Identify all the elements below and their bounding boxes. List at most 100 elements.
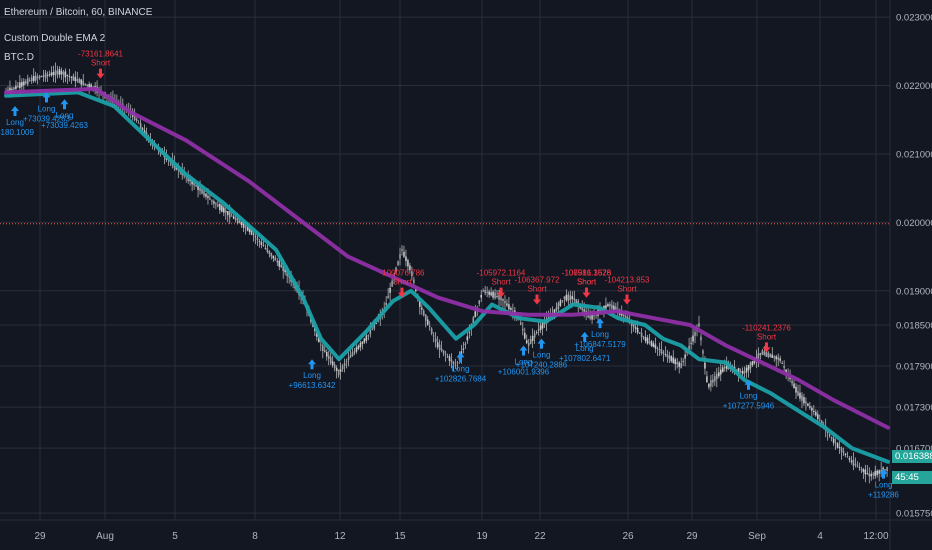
- short-arrow-icon: [96, 68, 105, 79]
- candle-body: [422, 310, 425, 316]
- candle-body: [143, 130, 146, 134]
- candle-body: [834, 443, 837, 444]
- candle-body: [765, 351, 768, 357]
- candle-body: [583, 309, 585, 312]
- y-tick-label: 0.016700: [896, 444, 932, 455]
- candle-body: [345, 361, 348, 362]
- candle-body: [636, 328, 639, 333]
- candle-body: [876, 470, 878, 475]
- candle-body: [840, 448, 843, 452]
- y-tick-label: 0.017300: [896, 403, 932, 414]
- candle-body: [28, 80, 31, 81]
- candle-body: [238, 220, 241, 224]
- candle-body: [353, 351, 356, 353]
- x-tick-label: 22: [534, 531, 546, 542]
- long-signal-label: Long: [533, 351, 551, 360]
- candle-body: [706, 376, 708, 383]
- candle-body: [318, 337, 320, 343]
- candle-body: [322, 345, 324, 352]
- candle-body: [274, 257, 277, 261]
- candle-body: [492, 291, 494, 298]
- candle-body: [224, 210, 227, 213]
- candle-body: [468, 332, 471, 334]
- candle-body: [209, 198, 211, 200]
- bar-countdown-badge: 45:45: [892, 471, 932, 484]
- candle-body: [234, 218, 237, 220]
- candle-body: [337, 369, 340, 376]
- candle-body: [282, 265, 284, 272]
- y-tick-label: 0.021000: [896, 149, 932, 160]
- long-signal-value: +107240.2886: [516, 361, 568, 370]
- long-arrow-icon: [11, 106, 19, 117]
- candle-body: [488, 291, 490, 295]
- candle-body: [454, 365, 457, 367]
- candle-body: [387, 295, 389, 299]
- candle-body: [523, 332, 526, 339]
- candle-body: [700, 336, 702, 341]
- long-signal-label: Long: [576, 344, 594, 353]
- candle-body: [240, 222, 243, 226]
- candle-body: [777, 357, 779, 360]
- candle-body: [506, 303, 508, 306]
- candle-body: [520, 322, 522, 325]
- candle-body: [712, 379, 714, 383]
- candle-body: [284, 268, 286, 273]
- candle-body: [278, 260, 281, 267]
- candle-body: [13, 87, 15, 90]
- candle-body: [581, 306, 583, 310]
- candle-body: [276, 261, 279, 263]
- short-signal-value: -104213.853: [605, 275, 650, 284]
- short-signal-label: Short: [757, 332, 777, 341]
- candle-body: [854, 463, 857, 465]
- short-arrow-icon: [623, 294, 631, 305]
- candle-body: [791, 380, 793, 384]
- candle-body: [862, 469, 865, 472]
- candle-body: [351, 352, 354, 356]
- long-arrow-icon: [879, 468, 888, 479]
- indicator-legend[interactable]: Custom Double EMA 2: [4, 33, 106, 44]
- candle-body: [191, 179, 193, 185]
- candle-body: [440, 348, 443, 351]
- y-tick-label: 0.022000: [896, 81, 932, 92]
- candle-body: [498, 293, 500, 300]
- candle-body: [856, 465, 859, 467]
- candle-body: [258, 240, 261, 242]
- candle-body: [446, 355, 449, 357]
- candle-body: [680, 362, 682, 369]
- candle-body: [620, 312, 623, 316]
- candle-body: [395, 267, 397, 273]
- compare-legend[interactable]: BTC.D: [4, 52, 34, 63]
- candle-body: [270, 253, 273, 257]
- candle-body: [494, 292, 496, 299]
- candle-body: [193, 182, 195, 186]
- short-signal-label: Short: [91, 59, 111, 68]
- candle-body: [771, 354, 774, 358]
- candle-body: [325, 352, 328, 357]
- candle-body: [472, 317, 475, 324]
- candle-body: [844, 453, 847, 455]
- short-signal-value: -107516.3578: [562, 269, 612, 278]
- x-tick-label: 29: [686, 531, 698, 542]
- candle-body: [541, 322, 544, 329]
- candle-body: [694, 332, 696, 336]
- candle-body: [207, 196, 209, 198]
- short-signal-value: -106367.972: [515, 275, 560, 284]
- candle-body: [36, 76, 39, 79]
- candle-body: [543, 323, 546, 324]
- candle-body: [48, 74, 51, 75]
- y-tick-label: 0.020000: [896, 218, 932, 229]
- candle-body: [820, 420, 823, 425]
- candle-body: [419, 300, 421, 307]
- candle-body: [34, 75, 37, 81]
- candle-body: [56, 70, 59, 75]
- candle-body: [88, 84, 90, 88]
- ema-fast-line: [4, 90, 890, 464]
- candle-body: [411, 271, 413, 277]
- candle-body: [531, 335, 534, 341]
- y-tick-label: 0.023000: [896, 13, 932, 24]
- candle-body: [203, 190, 205, 196]
- candle-body: [674, 359, 677, 365]
- candle-body: [502, 298, 504, 301]
- long-signal-value: +96613.6342: [289, 381, 336, 390]
